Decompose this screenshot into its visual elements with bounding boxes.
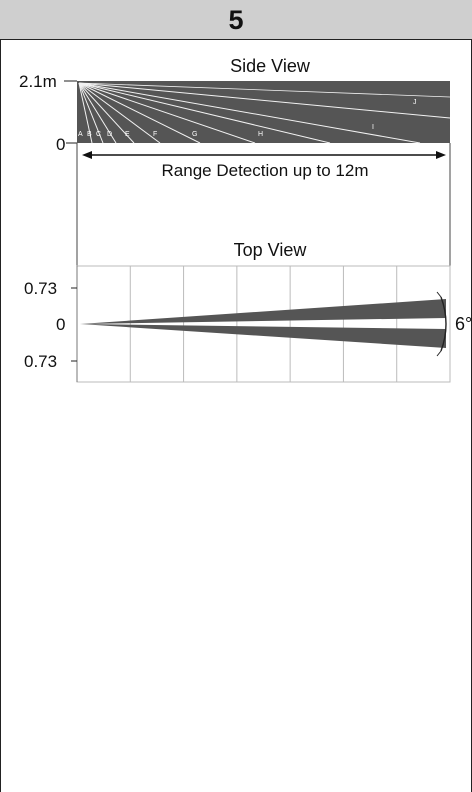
top-view-grid (77, 266, 450, 382)
grid-outline (77, 266, 450, 382)
zone-letter: A (78, 131, 83, 138)
zone-letter: J (413, 99, 417, 106)
zone-letter: D (107, 131, 112, 138)
zone-letter: G (192, 131, 197, 138)
lower-beam (80, 324, 446, 348)
range-arrow-right-head (436, 151, 446, 159)
zone-letter: C (96, 131, 101, 138)
zone-letter: H (258, 131, 263, 138)
zone-letter: F (153, 131, 157, 138)
zone-letter: I (372, 124, 374, 131)
zone-letter: B (87, 131, 92, 138)
angle-arc-top-tick (437, 292, 441, 297)
upper-beam (80, 299, 446, 324)
zone-letter: E (125, 131, 130, 138)
range-arrow-left-head (82, 151, 92, 159)
angle-arc-bottom-tick (437, 351, 441, 356)
